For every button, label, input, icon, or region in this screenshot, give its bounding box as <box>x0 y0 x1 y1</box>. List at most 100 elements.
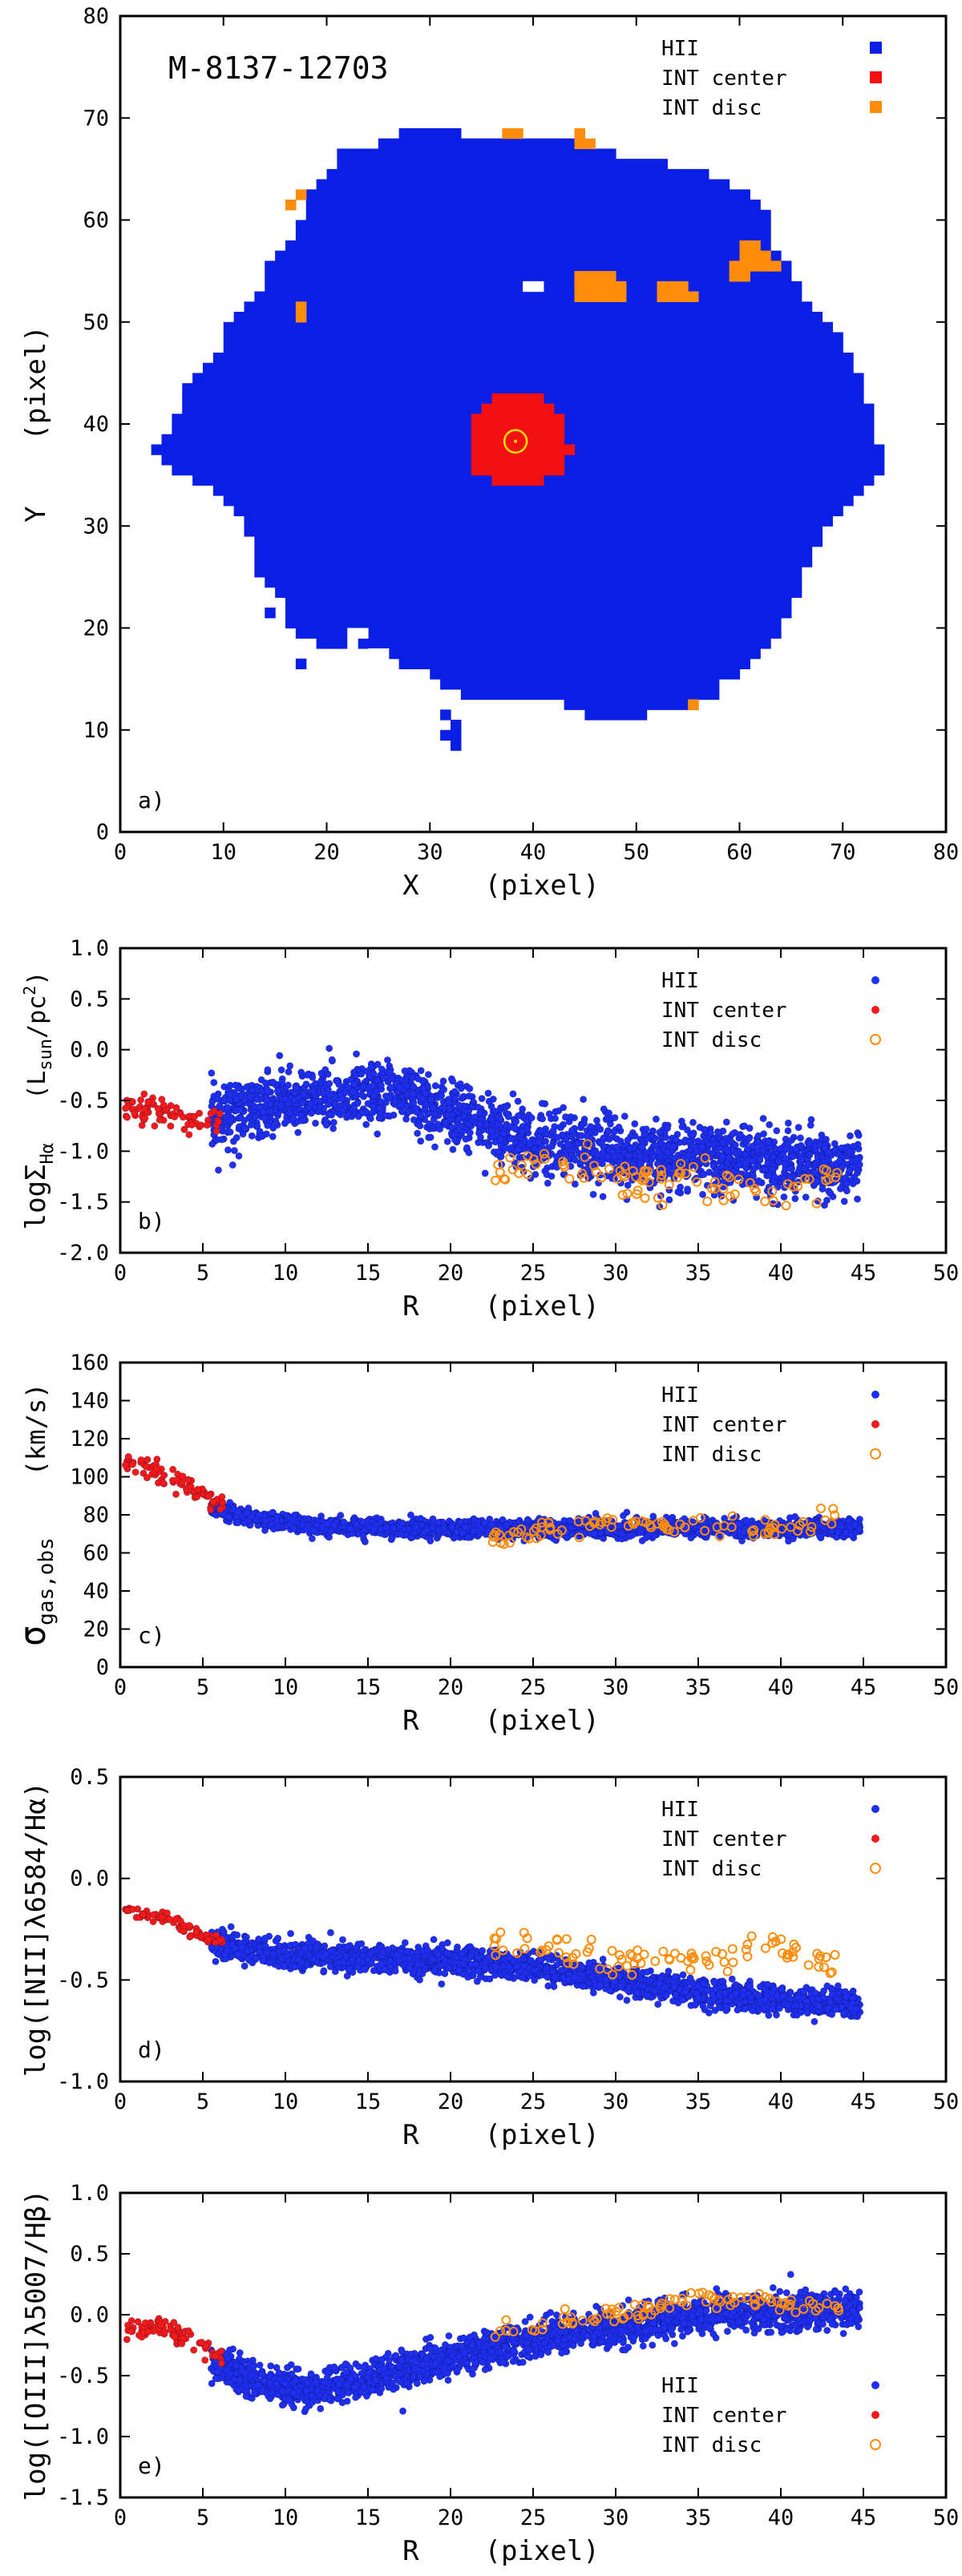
point-int-disc <box>653 1193 663 1203</box>
point-hii <box>422 1101 430 1109</box>
point-hii <box>236 1113 244 1121</box>
point-hii <box>511 1124 519 1132</box>
point-hii <box>764 1159 772 1167</box>
hii-row <box>285 597 792 608</box>
point-hii <box>423 1525 431 1533</box>
point-hii <box>305 1515 313 1523</box>
point-hii <box>721 1514 729 1522</box>
point-hii <box>331 1100 339 1108</box>
point-hii <box>345 1084 353 1092</box>
point-hii <box>398 1076 406 1084</box>
plot-area <box>151 127 885 751</box>
point-hii <box>519 1105 527 1113</box>
point-int-disc <box>656 1165 666 1175</box>
point-int-center <box>137 1096 145 1104</box>
point-hii <box>687 1534 695 1542</box>
point-hii <box>744 1145 752 1153</box>
point-hii <box>455 1101 463 1109</box>
hii-row <box>275 587 802 598</box>
point-hii <box>370 1526 378 1534</box>
int-disc-cell <box>677 281 689 293</box>
point-hii <box>476 1109 484 1117</box>
y-axis-label-part: ) <box>23 971 51 986</box>
hii-row <box>398 127 462 139</box>
hii-cell <box>265 608 276 619</box>
point-hii <box>289 1114 297 1122</box>
point-hii <box>405 1525 413 1533</box>
hii-row <box>295 230 771 241</box>
hii-cell <box>295 658 307 669</box>
point-hii <box>390 1524 398 1532</box>
point-hii <box>594 1122 602 1130</box>
point-hii <box>568 1126 576 1134</box>
empty-cell <box>533 281 544 293</box>
point-hii <box>599 1193 607 1201</box>
hii-row <box>295 220 771 231</box>
point-hii <box>854 1195 862 1203</box>
point-hii <box>846 1166 854 1174</box>
point-hii <box>358 1091 366 1099</box>
point-hii <box>407 1534 415 1542</box>
hii-row <box>244 515 833 527</box>
point-int-center <box>197 1121 205 1129</box>
point-hii <box>608 1148 616 1156</box>
point-int-disc <box>788 1181 798 1192</box>
point-int-disc <box>798 1516 808 1527</box>
point-hii <box>426 1133 435 1141</box>
int-center-row <box>481 403 555 414</box>
point-int-center <box>131 1468 139 1476</box>
point-int-disc <box>799 1173 810 1184</box>
point-int-disc <box>673 1173 683 1183</box>
panel-label: a) <box>138 787 165 814</box>
point-int-disc <box>804 1174 814 1185</box>
hii-row <box>295 628 782 639</box>
point-hii <box>369 1103 377 1111</box>
point-hii <box>749 1157 757 1165</box>
point-hii <box>359 1082 367 1090</box>
point-hii <box>766 1120 774 1129</box>
point-int-disc <box>532 1533 542 1544</box>
point-hii <box>669 1143 677 1151</box>
point-hii <box>261 1516 269 1524</box>
point-hii <box>292 1084 300 1092</box>
point-int-disc <box>579 1173 589 1183</box>
point-int-disc <box>617 1190 628 1201</box>
point-hii <box>654 1148 662 1156</box>
point-hii <box>308 1109 316 1117</box>
point-int-disc <box>500 1174 511 1185</box>
hii-row <box>223 342 843 353</box>
hii-cell <box>451 740 462 751</box>
hii-row <box>212 352 854 364</box>
point-hii <box>232 1081 240 1089</box>
hii-cell <box>440 709 451 721</box>
point-hii <box>555 1107 563 1115</box>
point-hii <box>750 1165 758 1173</box>
int-disc-cell <box>574 291 585 302</box>
point-hii <box>552 1153 560 1161</box>
point-hii <box>580 1096 588 1104</box>
point-hii <box>852 1157 860 1165</box>
point-int-center <box>180 1125 188 1133</box>
y-axis-label-group: Y (pixel) <box>20 325 52 523</box>
point-hii <box>413 1108 421 1116</box>
point-hii <box>784 1119 792 1127</box>
point-hii <box>504 1112 512 1120</box>
point-hii <box>434 1120 442 1129</box>
point-hii <box>583 1132 591 1140</box>
point-hii <box>416 1122 424 1130</box>
point-hii <box>325 1080 333 1088</box>
point-hii <box>226 1128 234 1136</box>
point-hii <box>613 1143 621 1151</box>
point-hii <box>398 1519 406 1527</box>
point-hii <box>210 1079 218 1087</box>
point-hii <box>346 1525 354 1533</box>
point-hii <box>353 1050 361 1058</box>
point-hii <box>390 1111 398 1119</box>
point-hii <box>257 1076 265 1084</box>
int-disc-cell <box>574 281 585 293</box>
point-int-disc <box>641 1166 651 1177</box>
point-int-disc <box>637 1516 648 1526</box>
int-disc-cell <box>657 281 668 293</box>
legend-label: HII <box>661 969 699 993</box>
point-hii <box>855 1131 863 1139</box>
